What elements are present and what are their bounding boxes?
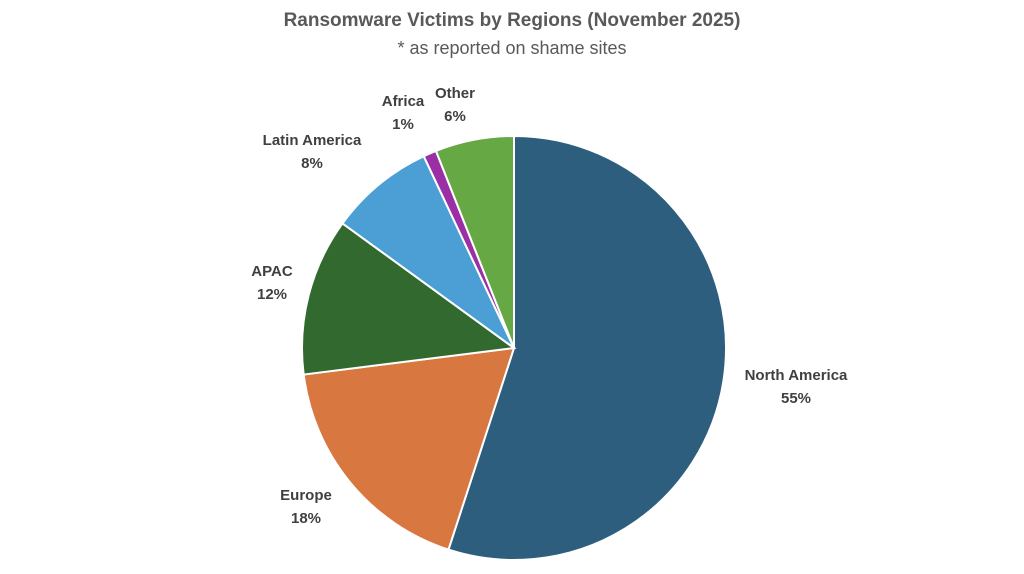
- pie-slice-other: [434, 134, 515, 349]
- slice-value-north-america: 55%: [781, 390, 811, 407]
- chart-subtitle: * as reported on shame sites: [397, 38, 627, 58]
- slice-label-latin-america: Latin America: [263, 132, 362, 149]
- slice-value-latin-america: 8%: [301, 155, 323, 172]
- slice-label-africa: Africa: [382, 93, 425, 110]
- slice-value-europe: 18%: [291, 510, 321, 527]
- slice-label-apac: APAC: [251, 263, 293, 280]
- slice-value-apac: 12%: [257, 286, 287, 303]
- slice-value-africa: 1%: [392, 116, 414, 133]
- chart-title: Ransomware Victims by Regions (November …: [283, 10, 741, 31]
- pie-slice-europe: [302, 346, 516, 551]
- slice-label-north-america: North America: [745, 367, 848, 384]
- pie-slice-north-america: [447, 134, 727, 561]
- slice-label-europe: Europe: [280, 487, 332, 504]
- pie-slice-latin-america: [341, 154, 515, 349]
- slice-value-other: 6%: [444, 108, 466, 125]
- slice-label-other: Other: [435, 85, 475, 102]
- pie-slice-apac: [301, 221, 517, 376]
